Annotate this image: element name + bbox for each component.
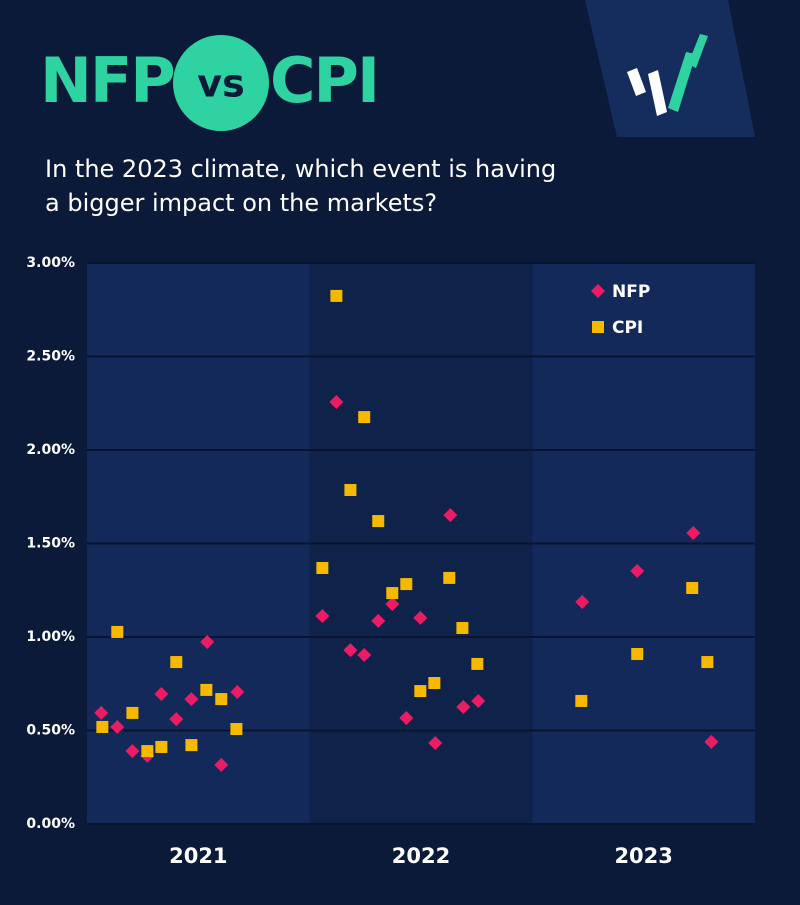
y-tick-label: 0.50% (26, 723, 75, 739)
marker-diamond (329, 394, 344, 409)
marker-diamond (575, 595, 590, 610)
marker-square (215, 693, 228, 706)
marker-diamond (399, 710, 414, 725)
marker-diamond (184, 692, 199, 707)
marker-square (701, 656, 714, 669)
y-tick-label: 1.00% (26, 629, 75, 645)
marker-diamond (357, 647, 372, 662)
marker-diamond (110, 719, 125, 734)
title-middle: vs (197, 62, 244, 106)
marker-diamond (214, 757, 229, 772)
marker-diamond (154, 687, 169, 702)
legend-label: CPI (612, 318, 643, 338)
marker-square (428, 677, 441, 690)
marker-diamond (371, 613, 386, 628)
logo (627, 34, 708, 116)
marker-diamond (385, 597, 400, 612)
logo-stroke (688, 34, 708, 68)
marker-square (96, 720, 109, 733)
x-tick-label: 2022 (392, 844, 450, 868)
marker-diamond (125, 744, 140, 759)
marker-square (443, 571, 456, 584)
marker-diamond (413, 610, 428, 625)
marker-diamond (428, 736, 443, 751)
marker-square (185, 739, 198, 752)
marker-diamond (456, 699, 471, 714)
marker-diamond (94, 705, 109, 720)
logo-stroke (648, 70, 667, 116)
y-tick-label: 2.00% (26, 442, 75, 458)
y-tick-label: 1.50% (26, 536, 75, 552)
marker-square (344, 484, 357, 497)
x-tick-label: 2023 (614, 844, 672, 868)
legend-marker (591, 284, 605, 298)
marker-square (330, 289, 343, 302)
marker-square (230, 723, 243, 736)
marker-diamond (343, 643, 358, 658)
marker-square (386, 587, 399, 600)
y-tick-label: 2.50% (26, 349, 75, 365)
marker-square (111, 625, 124, 638)
marker-diamond (686, 526, 701, 541)
marker-square (686, 582, 699, 595)
marker-square (155, 740, 168, 753)
marker-diamond (630, 563, 645, 578)
title-badge (173, 35, 269, 131)
marker-square (631, 648, 644, 661)
marker-diamond (704, 734, 719, 749)
title-left: NFP (40, 44, 174, 117)
marker-diamond (230, 684, 245, 699)
y-tick-label: 3.00% (26, 255, 75, 271)
marker-square (471, 657, 484, 670)
legend-marker (592, 321, 604, 333)
logo-panel (585, 0, 755, 137)
marker-square (456, 622, 469, 635)
marker-square (575, 694, 588, 707)
marker-diamond (471, 693, 486, 708)
x-tick-label: 2021 (169, 844, 227, 868)
logo-stroke (668, 52, 696, 112)
subtitle-line: In the 2023 climate, which event is havi… (45, 155, 556, 183)
marker-square (141, 745, 154, 758)
marker-diamond (169, 712, 184, 727)
marker-square (358, 411, 371, 424)
marker-square (414, 685, 427, 698)
marker-diamond (200, 635, 215, 650)
y-tick-label: 0.00% (26, 816, 75, 832)
marker-diamond (443, 508, 458, 523)
marker-square (126, 706, 139, 719)
logo-stroke (627, 68, 646, 96)
marker-square (400, 578, 413, 591)
legend-label: NFP (612, 282, 650, 302)
marker-square (316, 561, 329, 574)
title-right: CPI (270, 44, 378, 117)
marker-square (170, 656, 183, 669)
marker-diamond (315, 609, 330, 624)
marker-square (200, 683, 213, 696)
subtitle-line: a bigger impact on the markets? (45, 189, 437, 217)
marker-square (372, 515, 385, 528)
